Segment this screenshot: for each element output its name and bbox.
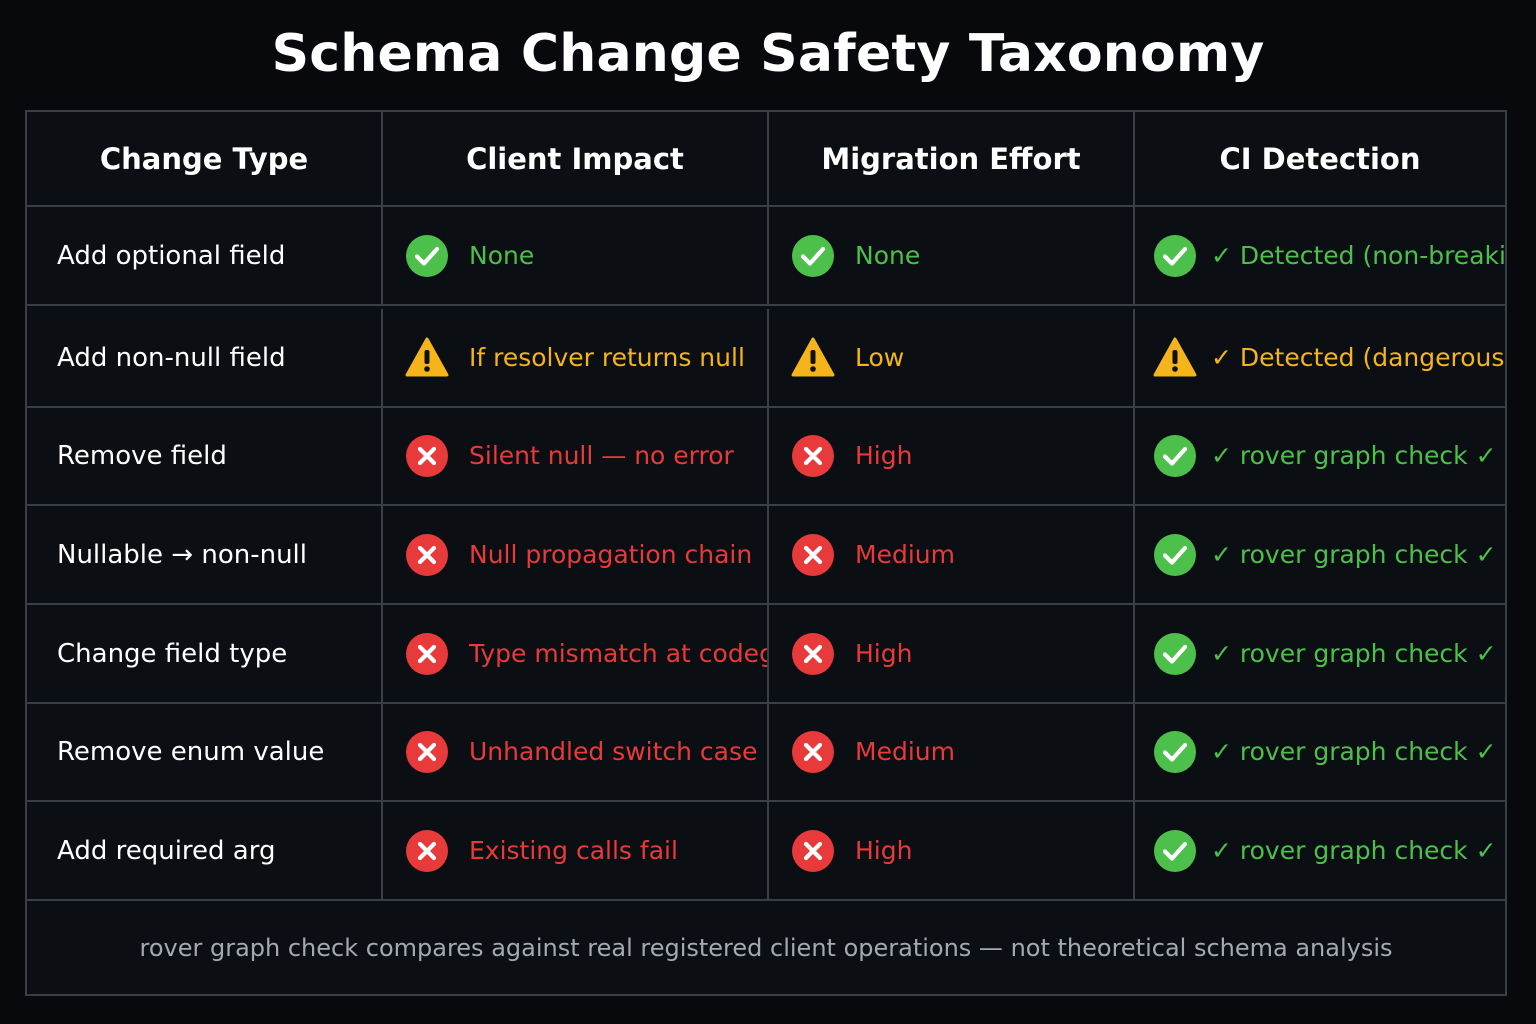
footer-note: rover graph check compares against real … [139, 933, 1393, 962]
x-circle-icon [406, 730, 448, 773]
check-circle-icon [792, 234, 834, 277]
ci-detection-cell: ✓ rover graph check ✓ [1135, 802, 1505, 899]
migration-effort-text: Low [855, 343, 905, 372]
migration-effort-cell: Low [769, 309, 1135, 406]
client-impact-text: None [469, 241, 535, 270]
ci-detection-text: ✓ rover graph check ✓ [1211, 737, 1497, 766]
ci-detection-cell: ✓ Detected (non-breaking) [1135, 207, 1505, 304]
warning-triangle-icon [405, 337, 449, 376]
table-row: Add non-null field If resolver returns nu… [27, 309, 1505, 408]
client-impact-text: Unhandled switch case [469, 737, 758, 766]
ci-detection-cell: ✓ rover graph check ✓ [1135, 605, 1505, 702]
change-type-cell: Remove enum value [27, 703, 383, 800]
x-circle-icon [792, 730, 834, 773]
x-circle-icon [792, 533, 834, 576]
header-change-type: Change Type [27, 112, 383, 205]
check-circle-icon [1154, 632, 1196, 675]
ci-detection-cell: ✓ Detected (dangerous) [1135, 309, 1505, 406]
change-type-label: Change field type [57, 638, 288, 669]
change-type-label: Remove field [57, 440, 227, 471]
table-header-row: Change Type Client Impact Migration Effo… [27, 112, 1505, 207]
change-type-cell: Add optional field [27, 207, 383, 304]
ci-detection-cell: ✓ rover graph check ✓ [1135, 703, 1505, 800]
header-migration-effort: Migration Effort [769, 112, 1135, 205]
ci-detection-text: ✓ Detected (non-breaking) [1211, 241, 1505, 270]
client-impact-text: If resolver returns null [469, 343, 745, 372]
change-type-cell: Remove field [27, 407, 383, 504]
migration-effort-cell: High [769, 407, 1135, 504]
x-circle-icon [792, 434, 834, 477]
ci-detection-cell: ✓ rover graph check ✓ [1135, 407, 1505, 504]
check-circle-icon [406, 234, 448, 277]
table-row: Change field type Type mismatch at codege… [27, 605, 1505, 704]
change-type-label: Add optional field [57, 240, 286, 271]
change-type-label: Add required arg [57, 835, 276, 866]
change-type-cell: Nullable → non-null [27, 506, 383, 603]
client-impact-text: Type mismatch at codegen [469, 639, 767, 668]
client-impact-cell: None [383, 207, 769, 304]
header-ci-detection: CI Detection [1219, 141, 1421, 176]
migration-effort-cell: High [769, 802, 1135, 899]
x-circle-icon [406, 533, 448, 576]
page-title: Schema Change Safety Taxonomy [271, 24, 1265, 84]
change-type-label: Nullable → non-null [57, 539, 307, 570]
x-circle-icon [406, 829, 448, 872]
x-circle-icon [792, 632, 834, 675]
migration-effort-cell: High [769, 605, 1135, 702]
x-circle-icon [406, 632, 448, 675]
migration-effort-cell: None [769, 207, 1135, 304]
check-circle-icon [1154, 434, 1196, 477]
check-circle-icon [1154, 533, 1196, 576]
migration-effort-text: High [855, 441, 913, 470]
ci-detection-text: ✓ rover graph check ✓ [1211, 836, 1497, 865]
change-type-cell: Add required arg [27, 802, 383, 899]
change-type-label: Add non-null field [57, 342, 286, 373]
client-impact-text: Null propagation chain [469, 540, 753, 569]
change-type-cell: Change field type [27, 605, 383, 702]
migration-effort-cell: Medium [769, 506, 1135, 603]
client-impact-cell: If resolver returns null [383, 309, 769, 406]
migration-effort-text: Medium [855, 540, 955, 569]
warning-triangle-icon [791, 337, 835, 376]
table-row: Add optional field None None ✓ Detected (no… [27, 207, 1505, 306]
check-circle-icon [1154, 829, 1196, 872]
ci-detection-cell: ✓ rover graph check ✓ [1135, 506, 1505, 603]
migration-effort-text: None [855, 241, 921, 270]
client-impact-cell: Silent null — no error [383, 407, 769, 504]
client-impact-cell: Unhandled switch case [383, 703, 769, 800]
header-client-impact: Client Impact [383, 112, 769, 205]
change-type-label: Remove enum value [57, 736, 325, 767]
ci-detection-text: ✓ rover graph check ✓ [1211, 441, 1497, 470]
migration-effort-text: Medium [855, 737, 955, 766]
table-row: Nullable → non-null Null propagation chai… [27, 506, 1505, 605]
migration-effort-text: High [855, 639, 913, 668]
warning-triangle-icon [1153, 337, 1197, 376]
migration-effort-cell: Medium [769, 703, 1135, 800]
client-impact-text: Existing calls fail [469, 836, 678, 865]
table-row: Remove field Silent null — no error High ✓ … [27, 407, 1505, 506]
change-type-cell: Add non-null field [27, 309, 383, 406]
check-circle-icon [1154, 730, 1196, 773]
ci-detection-text: ✓ Detected (dangerous) [1211, 343, 1505, 372]
x-circle-icon [406, 434, 448, 477]
client-impact-cell: Type mismatch at codegen [383, 605, 769, 702]
ci-detection-text: ✓ rover graph check ✓ [1211, 540, 1497, 569]
client-impact-cell: Existing calls fail [383, 802, 769, 899]
check-circle-icon [1154, 234, 1196, 277]
table-row: Remove enum value Unhandled switch case Me… [27, 703, 1505, 802]
client-impact-text: Silent null — no error [469, 441, 734, 470]
table-row: Add required arg Existing calls fail High ✓… [27, 802, 1505, 901]
migration-effort-text: High [855, 836, 913, 865]
x-circle-icon [792, 829, 834, 872]
taxonomy-table: Change Type Client Impact Migration Effo… [25, 110, 1507, 996]
ci-detection-text: ✓ rover graph check ✓ [1211, 639, 1497, 668]
client-impact-cell: Null propagation chain [383, 506, 769, 603]
